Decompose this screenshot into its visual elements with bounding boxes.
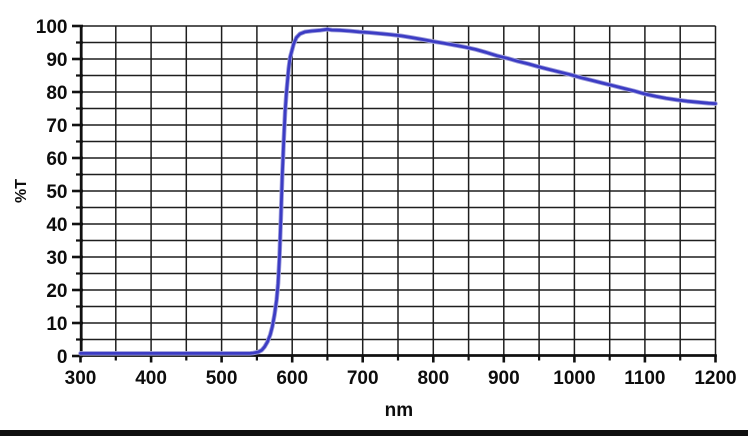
svg-text:60: 60 <box>46 149 67 170</box>
svg-text:70: 70 <box>46 116 67 137</box>
svg-text:800: 800 <box>417 368 449 389</box>
svg-text:700: 700 <box>347 368 379 389</box>
svg-text:10: 10 <box>46 314 67 335</box>
svg-text:400: 400 <box>135 368 167 389</box>
svg-text:1000: 1000 <box>553 368 595 389</box>
svg-text:1100: 1100 <box>624 368 665 389</box>
svg-text:80: 80 <box>46 83 67 104</box>
svg-text:900: 900 <box>488 368 520 389</box>
svg-text:40: 40 <box>46 215 67 236</box>
svg-text:30: 30 <box>46 248 67 269</box>
svg-text:20: 20 <box>46 281 67 302</box>
svg-text:50: 50 <box>46 182 67 203</box>
svg-text:90: 90 <box>46 50 67 71</box>
svg-text:600: 600 <box>276 368 308 389</box>
svg-text:500: 500 <box>206 368 238 389</box>
svg-text:0: 0 <box>57 347 68 368</box>
svg-text:nm: nm <box>385 400 414 421</box>
svg-text:100: 100 <box>36 17 68 38</box>
svg-text:%T: %T <box>13 179 30 203</box>
svg-text:1200: 1200 <box>694 368 736 389</box>
svg-text:300: 300 <box>65 368 97 389</box>
